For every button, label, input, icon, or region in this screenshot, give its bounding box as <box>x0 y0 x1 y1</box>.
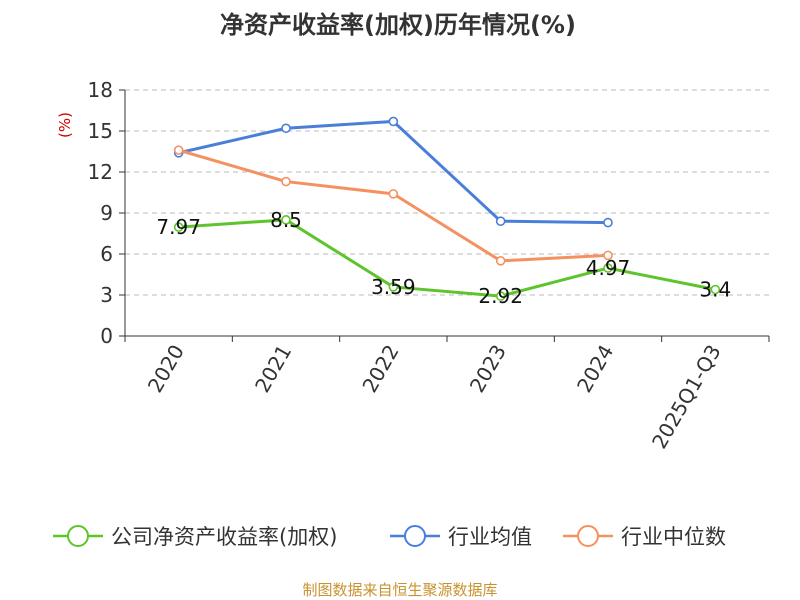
legend-item[interactable]: 行业均值 <box>390 525 532 549</box>
legend-label: 行业中位数 <box>621 525 726 549</box>
x-tick-label: 2021 <box>250 341 296 397</box>
data-point <box>281 176 291 187</box>
legend-label: 行业均值 <box>448 525 532 549</box>
y-tick-label: 6 <box>100 242 113 266</box>
data-point <box>281 123 291 134</box>
data-point <box>710 284 721 295</box>
legend-label: 公司净资产收益率(加权) <box>111 525 337 549</box>
x-tick-label: 2025Q1-Q3 <box>647 341 726 453</box>
x-tick-label: 2022 <box>357 341 403 397</box>
data-point <box>173 145 184 155</box>
legend-item[interactable]: 公司净资产收益率(加权) <box>53 525 337 549</box>
y-axis-label: (%) <box>56 112 74 138</box>
data-label: 2.92 <box>478 284 523 308</box>
data-point <box>603 263 613 273</box>
data-point <box>388 282 399 292</box>
legend-marker <box>404 525 426 547</box>
series-line <box>178 148 609 263</box>
x-tick-label: 2024 <box>572 341 618 397</box>
y-tick-label: 18 <box>88 78 113 102</box>
data-label: 3.59 <box>371 275 416 299</box>
y-tick-label: 15 <box>88 119 113 143</box>
data-point <box>173 222 184 232</box>
data-label: 3.4 <box>699 278 731 302</box>
data-point <box>281 215 291 225</box>
series-line <box>178 218 716 298</box>
y-tick-label: 9 <box>100 201 113 225</box>
data-label: 4.97 <box>586 256 631 280</box>
x-tick-label: 2023 <box>465 340 511 396</box>
legend-marker <box>67 525 89 547</box>
data-label: 7.97 <box>156 215 201 239</box>
data-point <box>495 291 506 301</box>
grid-lines <box>125 89 769 296</box>
y-tick-label: 12 <box>88 160 113 184</box>
chart-title: 净资产收益率(加权)历年情况(%) <box>220 11 576 39</box>
data-point <box>603 217 613 228</box>
data-point <box>388 116 399 127</box>
data-point <box>603 250 613 261</box>
data-point <box>388 189 399 199</box>
y-tick-label: 0 <box>100 324 113 348</box>
data-label: 8.5 <box>270 208 302 232</box>
data-point <box>495 256 506 266</box>
data-point <box>495 216 506 226</box>
source-note: 制图数据来自恒生聚源数据库 <box>302 581 497 599</box>
legend[interactable]: 公司净资产收益率(加权) 行业均值 行业中位数 <box>53 525 726 549</box>
data-labels: 7.97 8.5 3.59 2.92 4.97 3.4 <box>156 208 731 308</box>
x-tick-label: 2020 <box>143 341 189 397</box>
series <box>173 116 721 301</box>
legend-item[interactable]: 行业中位数 <box>563 525 726 549</box>
axes: 0 3 6 9 12 15 18 2020 2021 2022 2023 2024 2025Q1-Q3 <box>88 78 770 453</box>
legend-marker <box>577 525 599 547</box>
y-tick-label: 3 <box>100 283 113 307</box>
